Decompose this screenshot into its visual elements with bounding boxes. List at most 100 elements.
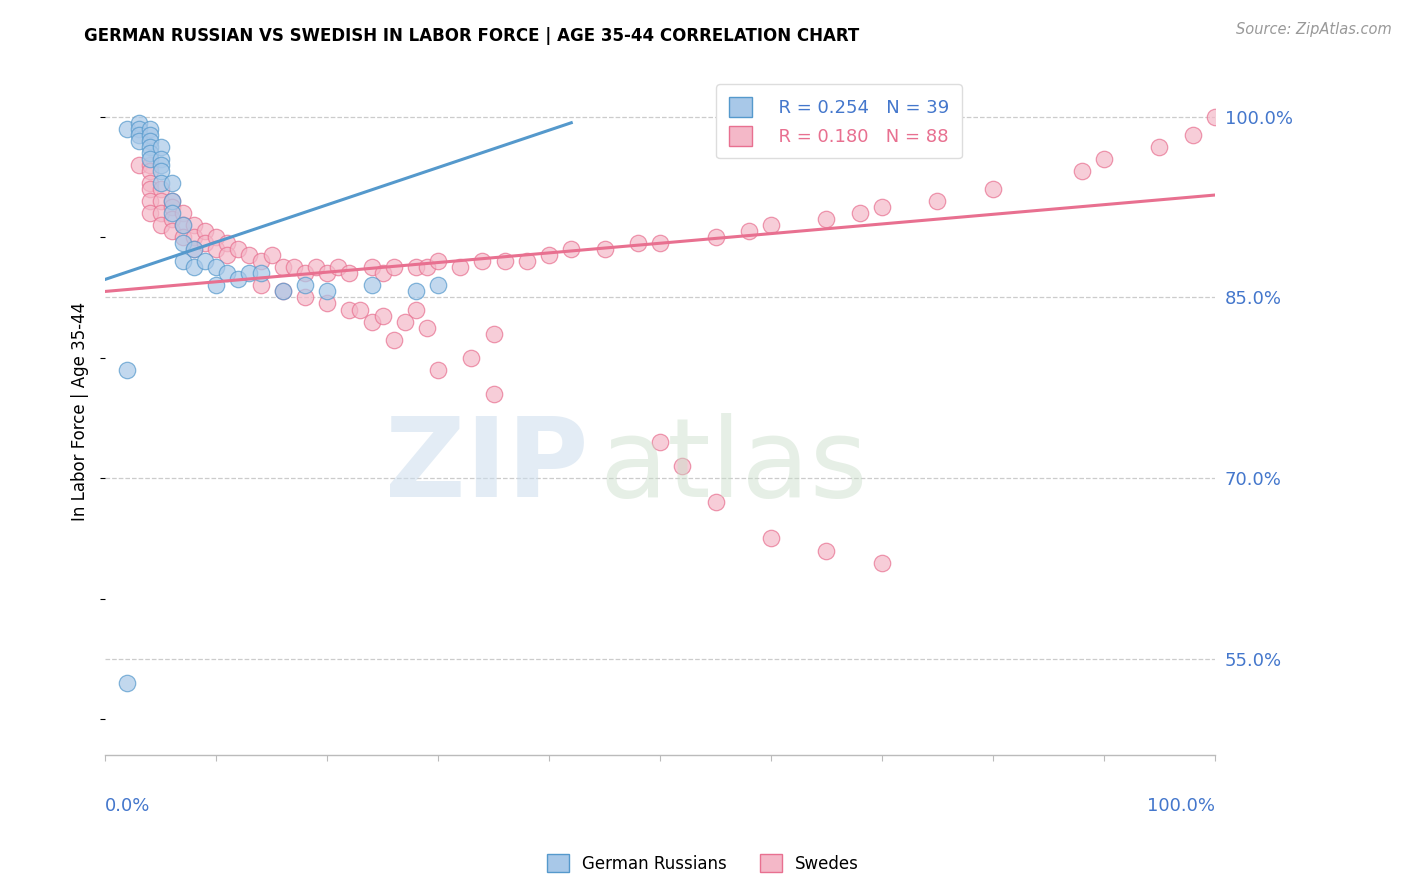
Point — [205, 242, 228, 256]
Point — [482, 387, 505, 401]
Point — [316, 296, 339, 310]
Point — [449, 260, 471, 275]
Point — [516, 254, 538, 268]
Point — [149, 164, 172, 178]
Point — [427, 254, 450, 268]
Text: Source: ZipAtlas.com: Source: ZipAtlas.com — [1236, 22, 1392, 37]
Point — [427, 363, 450, 377]
Text: ZIP: ZIP — [384, 413, 588, 520]
Point — [316, 285, 339, 299]
Point — [870, 556, 893, 570]
Point — [815, 543, 838, 558]
Point — [238, 248, 260, 262]
Point — [172, 218, 194, 232]
Point — [138, 134, 160, 148]
Point — [271, 285, 294, 299]
Point — [360, 314, 382, 328]
Point — [183, 242, 205, 256]
Point — [138, 121, 160, 136]
Point — [138, 140, 160, 154]
Point — [205, 230, 228, 244]
Point — [337, 302, 360, 317]
Point — [382, 333, 405, 347]
Point — [283, 260, 305, 275]
Point — [149, 218, 172, 232]
Point — [117, 676, 139, 690]
Point — [927, 194, 949, 208]
Point — [160, 212, 183, 227]
Point — [271, 285, 294, 299]
Point — [371, 309, 394, 323]
Point — [194, 254, 217, 268]
Point — [416, 320, 439, 334]
Point — [117, 121, 139, 136]
Point — [249, 254, 271, 268]
Point — [183, 218, 205, 232]
Point — [160, 206, 183, 220]
Point — [217, 236, 239, 251]
Point — [249, 278, 271, 293]
Point — [538, 248, 561, 262]
Point — [981, 182, 1004, 196]
Point — [294, 278, 316, 293]
Point — [238, 266, 260, 280]
Legend:   R = 0.254   N = 39,   R = 0.180   N = 88: R = 0.254 N = 39, R = 0.180 N = 88 — [716, 85, 962, 159]
Point — [117, 363, 139, 377]
Point — [759, 532, 782, 546]
Point — [149, 182, 172, 196]
Point — [205, 260, 228, 275]
Point — [1181, 128, 1204, 142]
Point — [217, 248, 239, 262]
Point — [160, 194, 183, 208]
Point — [337, 266, 360, 280]
Point — [149, 176, 172, 190]
Point — [427, 278, 450, 293]
Point — [627, 236, 650, 251]
Point — [128, 116, 150, 130]
Point — [249, 266, 271, 280]
Point — [416, 260, 439, 275]
Point — [471, 254, 494, 268]
Point — [205, 278, 228, 293]
Point — [183, 230, 205, 244]
Point — [593, 242, 616, 256]
Point — [349, 302, 371, 317]
Point — [138, 158, 160, 172]
Point — [305, 260, 328, 275]
Text: 0.0%: 0.0% — [105, 797, 150, 814]
Point — [149, 152, 172, 166]
Point — [172, 230, 194, 244]
Point — [128, 121, 150, 136]
Point — [183, 260, 205, 275]
Point — [217, 266, 239, 280]
Point — [149, 194, 172, 208]
Y-axis label: In Labor Force | Age 35-44: In Labor Force | Age 35-44 — [72, 302, 89, 522]
Point — [228, 272, 250, 286]
Point — [160, 200, 183, 214]
Point — [260, 248, 283, 262]
Point — [394, 314, 416, 328]
Point — [382, 260, 405, 275]
Point — [405, 285, 427, 299]
Point — [138, 128, 160, 142]
Point — [138, 176, 160, 190]
Point — [228, 242, 250, 256]
Point — [138, 194, 160, 208]
Point — [405, 302, 427, 317]
Point — [183, 242, 205, 256]
Point — [138, 164, 160, 178]
Point — [460, 351, 482, 365]
Point — [1070, 164, 1092, 178]
Point — [494, 254, 516, 268]
Point — [138, 152, 160, 166]
Point — [271, 260, 294, 275]
Point — [160, 224, 183, 238]
Point — [138, 145, 160, 160]
Point — [294, 290, 316, 304]
Point — [648, 236, 671, 251]
Point — [482, 326, 505, 341]
Point — [172, 236, 194, 251]
Point — [172, 206, 194, 220]
Point — [560, 242, 582, 256]
Point — [128, 128, 150, 142]
